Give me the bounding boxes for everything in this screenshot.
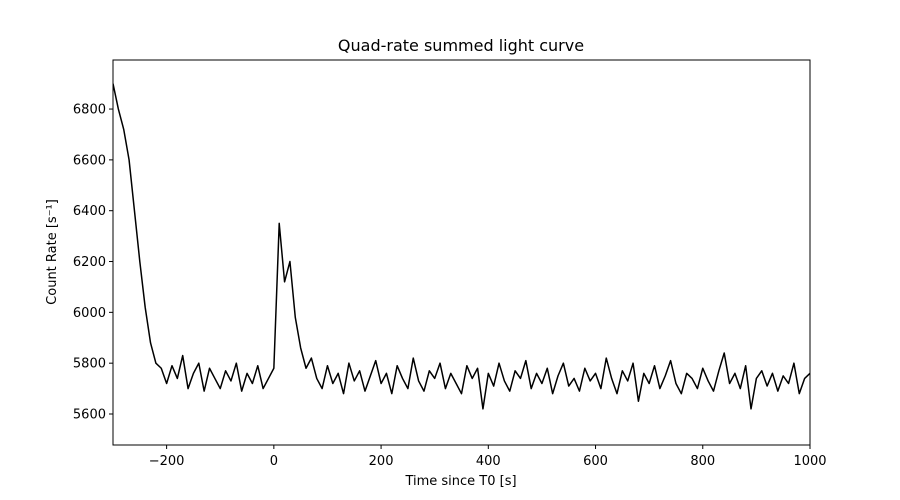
y-tick-label: 6400 [73,204,106,219]
x-tick-label: 200 [369,454,394,469]
plot-frame [112,59,811,446]
y-tick-label: 6000 [73,306,106,321]
x-tick-label: 600 [583,454,608,469]
x-tick-label: 400 [476,454,501,469]
x-tick-label: 1000 [793,454,826,469]
data-line [113,83,810,410]
x-tick-label: 800 [690,454,715,469]
y-tick-label: 6200 [73,255,106,270]
y-tick-label: 6800 [73,103,106,118]
chart-title: Quad-rate summed light curve [338,36,584,55]
x-tick-label: 0 [270,454,278,469]
x-axis-label: Time since T0 [s] [404,474,516,489]
y-tick-label: 5600 [73,407,106,422]
y-tick-label: 5800 [73,357,106,372]
y-tick-label: 6600 [73,153,106,168]
x-tick-label: −200 [149,454,185,469]
y-axis-label: Count Rate [s⁻¹] [45,199,60,305]
